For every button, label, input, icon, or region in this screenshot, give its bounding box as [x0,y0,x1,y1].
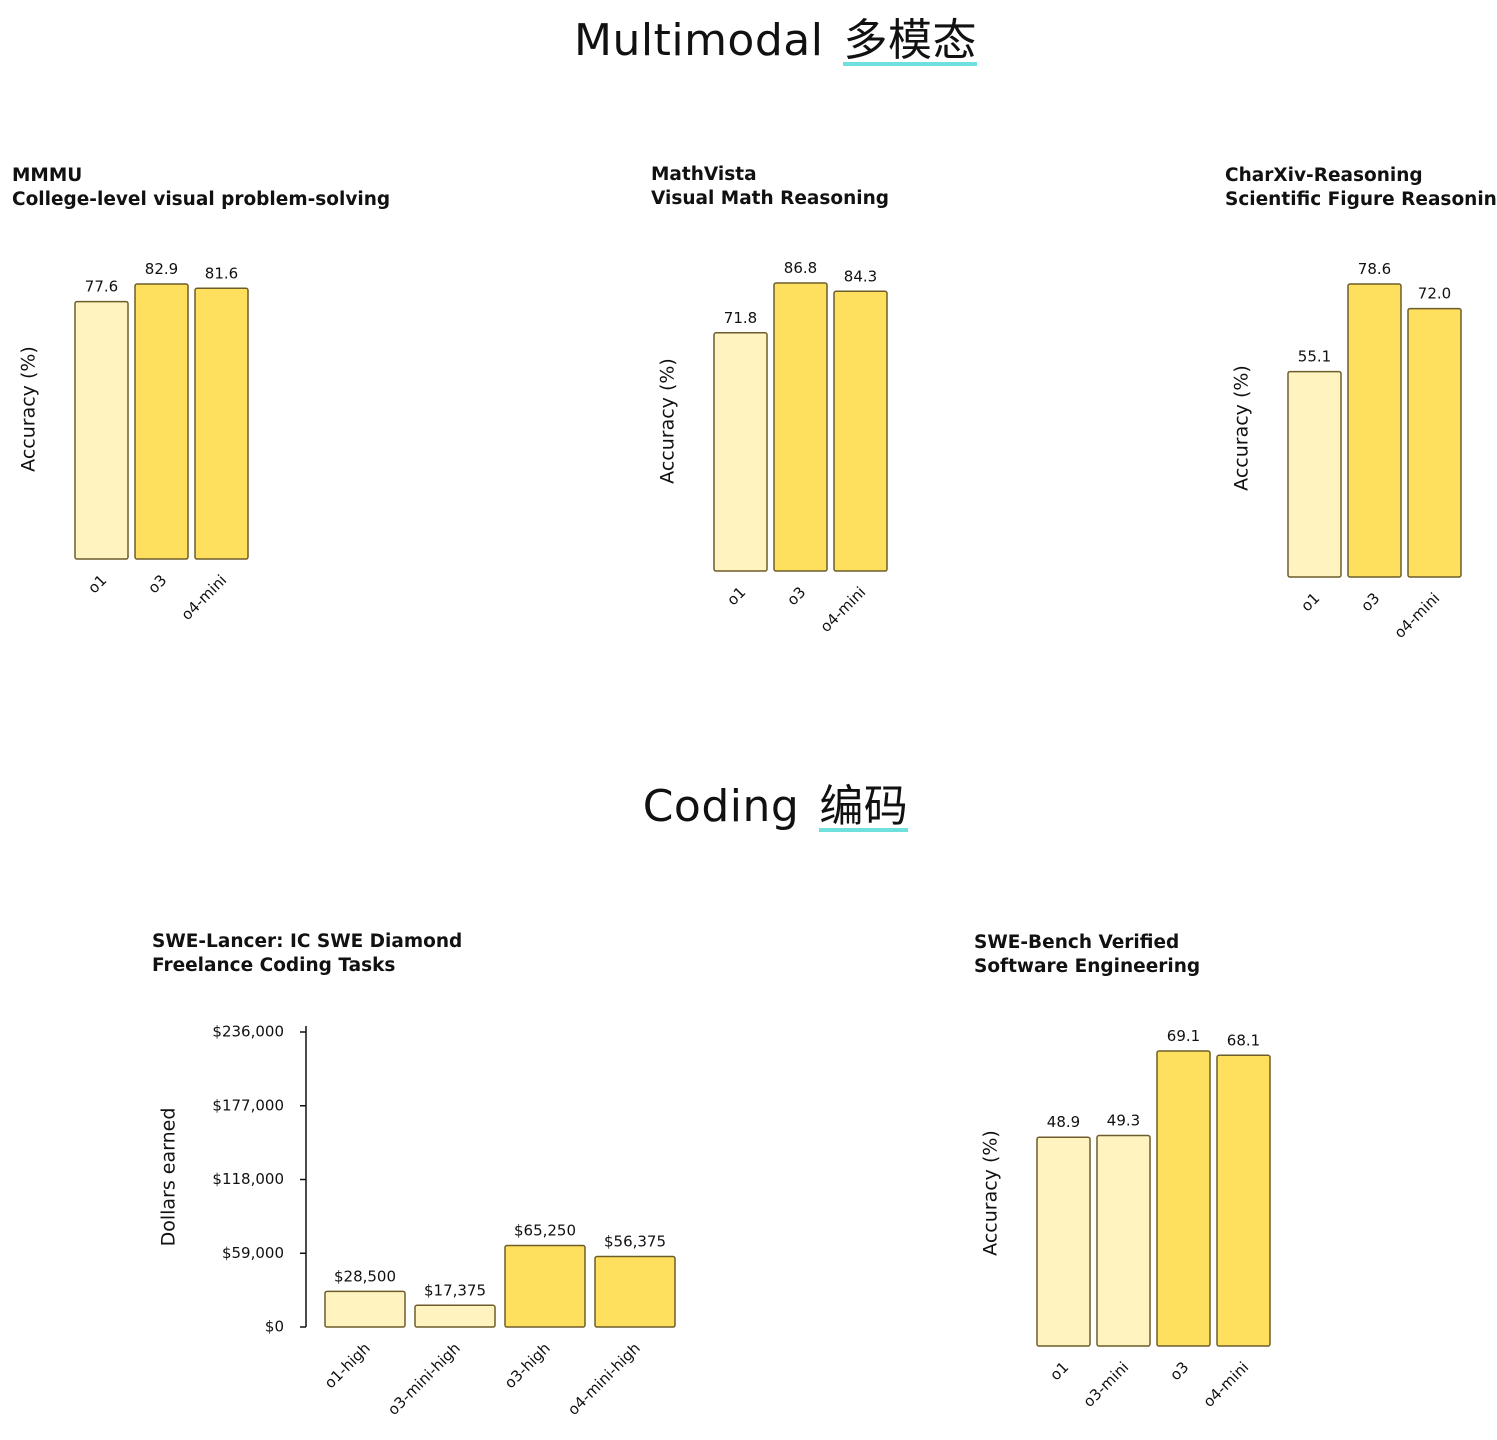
bar-o1 [74,300,129,560]
chart-subtitle: Visual Math Reasoning [651,188,890,209]
x-tick-label-o4-mini: o4-mini [1391,589,1444,642]
coding-title-en: Coding [642,781,800,832]
chart-title-block: CharXiv-Reasoning Scientific Figure Reas… [1225,164,1497,212]
x-tick-label-o3: o3 [144,571,170,597]
value-label-o1-high: $28,500 [334,1267,396,1285]
chart-title: MathVista [651,164,757,185]
x-tick-label-o1: o1 [1297,589,1323,615]
chart-subtitle: Scientific Figure Reasoning [1225,189,1497,210]
value-label-o1: 55.1 [1298,348,1331,366]
x-tick-label-o4-mini: o4-mini [178,571,231,624]
bar-o1-high [324,1290,406,1328]
value-label-o3: 78.6 [1358,260,1391,278]
bar-o3 [1156,1050,1211,1347]
value-label-o3: 86.8 [784,259,817,277]
x-tick-label-o1: o1 [723,583,749,609]
chart-title: CharXiv-Reasoning [1225,165,1423,186]
value-label-o1: 71.8 [724,309,757,327]
mmmu-plot: Accuracy (%) 77.6 o1 82.9 o3 81.6 o4-mini [18,260,249,624]
bar-o3-mini [1096,1134,1151,1347]
bar-o1 [1287,370,1342,578]
x-tick-label-o3-high: o3-high [501,1339,554,1392]
coding-section-title: Coding 编码 [0,770,1497,834]
value-label-o4-mini: 72.0 [1418,285,1451,303]
coding-title-zh: 编码 [819,770,909,834]
x-tick-label-o3: o3 [1357,589,1383,615]
mmmu-chart: MMMU College-level visual problem-solvin… [12,164,432,644]
chart-title: MMMU [12,165,83,186]
bar-o3 [134,283,189,560]
value-label-o4-mini-high: $56,375 [604,1233,666,1251]
chart-subtitle: College-level visual problem-solving [12,189,391,210]
chart-title: SWE-Lancer: IC SWE Diamond [152,931,463,952]
chart-title-block: MathVista Visual Math Reasoning [651,163,889,211]
y-tick-label: $177,000 [212,1096,284,1114]
value-label-o3: 82.9 [145,260,178,278]
y-tick-label: $0 [265,1318,284,1336]
mathvista-plot: Accuracy (%) 71.8 o1 86.8 o3 84.3 o4-mini [657,259,888,636]
bar-o3-high [504,1244,586,1328]
bar-o4-mini [1407,307,1462,578]
bar-o3 [1347,283,1402,578]
value-label-o3-high: $65,250 [514,1221,576,1239]
x-tick-label-o3-mini-high: o3-mini-high [384,1339,464,1419]
bar-o3 [773,282,828,572]
chart-subtitle: Freelance Coding Tasks [152,955,396,976]
chart-title-block: MMMU College-level visual problem-solvin… [12,164,390,212]
x-tick-label-o4-mini: o4-mini [817,583,870,636]
bar-o1 [1036,1136,1091,1347]
y-tick-label: $236,000 [212,1023,284,1041]
charxiv-chart: CharXiv-Reasoning Scientific Figure Reas… [1225,164,1497,664]
value-label-o4-mini: 68.1 [1227,1031,1260,1049]
bar-o4-mini [194,287,249,560]
value-label-o3-mini-high: $17,375 [424,1281,486,1299]
x-tick-label-o3: o3 [1166,1358,1192,1384]
y-tick-label: $59,000 [222,1244,284,1262]
bar-o4-mini [1216,1054,1271,1347]
bar-o1 [713,332,768,572]
y-axis-label: Accuracy (%) [1231,365,1253,491]
y-tick-label: $118,000 [212,1170,284,1188]
x-tick-label-o3: o3 [783,583,809,609]
bar-o4-mini-high [594,1255,676,1328]
chart-subtitle: Software Engineering [974,956,1201,977]
chart-title: SWE-Bench Verified [974,932,1180,953]
y-axis-label: Dollars earned [158,1108,180,1247]
swe-bench-chart: SWE-Bench Verified Software Engineering … [974,931,1394,1431]
mathvista-chart: MathVista Visual Math Reasoning Accuracy… [651,163,1071,653]
x-tick-label-o4-mini-high: o4-mini-high [564,1339,644,1419]
swe-lancer-plot: Dollars earned $0 $59,000 $118,000 $177,000 $… [158,1023,676,1419]
y-axis-label: Accuracy (%) [980,1130,1002,1256]
chart-title-block: SWE-Bench Verified Software Engineering [974,931,1200,979]
x-tick-label-o1-high: o1-high [321,1339,374,1392]
y-axis-label: Accuracy (%) [18,346,40,472]
chart-title-block: SWE-Lancer: IC SWE Diamond Freelance Cod… [152,930,462,978]
value-label-o1: 48.9 [1047,1113,1080,1131]
x-tick-label-o1: o1 [1046,1358,1072,1384]
multimodal-title-en: Multimodal [574,15,824,66]
multimodal-title-zh: 多模态 [843,4,977,68]
value-label-o4-mini: 81.6 [205,264,238,282]
x-tick-label-o1: o1 [84,571,110,597]
value-label-o4-mini: 84.3 [844,267,877,285]
x-tick-label-o3-mini: o3-mini [1080,1358,1133,1411]
swe-lancer-chart: SWE-Lancer: IC SWE Diamond Freelance Cod… [152,930,712,1430]
swe-bench-plot: Accuracy (%) 48.9 o1 49.3 o3-mini 69.1 o3 68.1 o… [980,1027,1271,1411]
value-label-o3-mini: 49.3 [1107,1112,1140,1130]
multimodal-section-title: Multimodal 多模态 [0,4,1497,68]
x-tick-label-o4-mini: o4-mini [1200,1358,1253,1411]
y-axis-label: Accuracy (%) [657,358,679,484]
bar-o3-mini-high [414,1304,496,1328]
value-label-o3: 69.1 [1167,1027,1200,1045]
charxiv-plot: Accuracy (%) 55.1 o1 78.6 o3 72.0 o4-mini [1231,260,1462,642]
value-label-o1: 77.6 [85,278,118,296]
bar-o4-mini [833,290,888,572]
